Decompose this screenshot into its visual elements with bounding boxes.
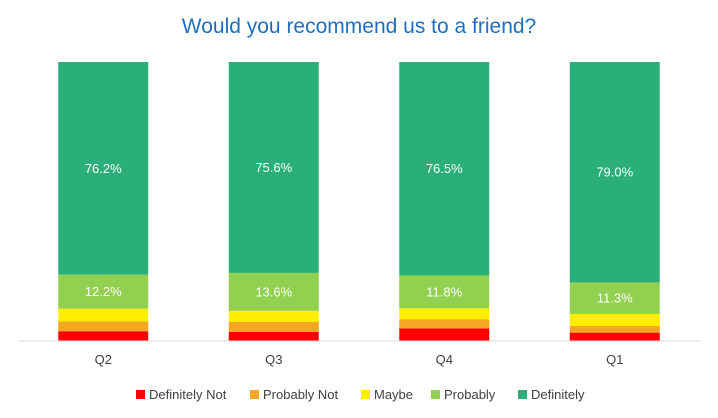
bar-segment-probably-q2 <box>58 274 149 309</box>
bar-segment-definitely-not-q4 <box>399 328 490 341</box>
legend-label-probably-not: Probably Not <box>263 387 339 402</box>
data-label-probably-q4: 11.8% <box>426 284 462 299</box>
data-label-definitely-q1: 79.0% <box>596 165 633 180</box>
data-label-definitely-q3: 75.6% <box>255 160 292 175</box>
bar-segment-probably-q4 <box>399 275 490 309</box>
data-label-probably-q3: 13.6% <box>255 284 292 299</box>
legend-swatch-definitely <box>518 390 527 399</box>
data-label-probably-q2: 12.2% <box>85 284 122 299</box>
legend-label-maybe: Maybe <box>374 387 413 402</box>
data-label-probably-q1: 11.3% <box>597 291 633 306</box>
bar-segment-definitely-q2 <box>58 62 149 275</box>
bar-segment-probably-not-q2 <box>58 321 149 332</box>
bar-segment-maybe-q4 <box>399 308 490 320</box>
bar-segment-definitely-q3 <box>228 62 319 273</box>
bar-segment-probably-not-q1 <box>569 325 660 333</box>
data-label-definitely-q4: 76.5% <box>426 161 463 176</box>
x-tick-label-q3: Q3 <box>265 352 282 367</box>
legend-swatch-probably-not <box>250 390 259 399</box>
bar-segment-probably-not-q3 <box>228 322 319 332</box>
legend-swatch-probably <box>431 390 440 399</box>
bar-segment-definitely-not-q1 <box>569 332 660 341</box>
chart-title: Would you recommend us to a friend? <box>182 15 536 38</box>
x-tick-label-q4: Q4 <box>436 352 453 367</box>
x-axis-ticks: Q2 Q3 Q4 Q1 <box>95 352 624 367</box>
legend-label-definitely: Definitely <box>531 387 585 402</box>
bars-layer <box>58 62 660 342</box>
bar-segment-probably-q1 <box>569 282 660 314</box>
x-tick-label-q2: Q2 <box>95 352 112 367</box>
x-tick-label-q1: Q1 <box>606 352 623 367</box>
bar-segment-definitely-not-q2 <box>58 331 149 342</box>
bar-segment-probably-q3 <box>228 272 319 311</box>
data-label-definitely-q2: 76.2% <box>85 161 122 176</box>
bar-segment-maybe-q3 <box>228 310 319 323</box>
bar-segment-definitely-q1 <box>569 62 660 283</box>
bar-segment-probably-not-q4 <box>399 319 490 329</box>
legend-label-probably: Probably <box>444 387 496 402</box>
legend-swatch-definitely-not <box>136 390 145 399</box>
legend-swatch-maybe <box>361 390 370 399</box>
bar-segment-maybe-q1 <box>569 313 660 326</box>
bar-segment-maybe-q2 <box>58 308 149 322</box>
data-labels-layer: 12.2% 76.2% 13.6% 75.6% 11.8% 76.5% 11.3% 79.0% <box>85 160 634 306</box>
bar-segment-definitely-not-q3 <box>228 331 319 341</box>
legend: Definitely Not Probably Not Maybe Probably D… <box>136 387 585 402</box>
legend-label-definitely-not: Definitely Not <box>149 387 227 402</box>
bar-segment-definitely-q4 <box>399 62 490 276</box>
